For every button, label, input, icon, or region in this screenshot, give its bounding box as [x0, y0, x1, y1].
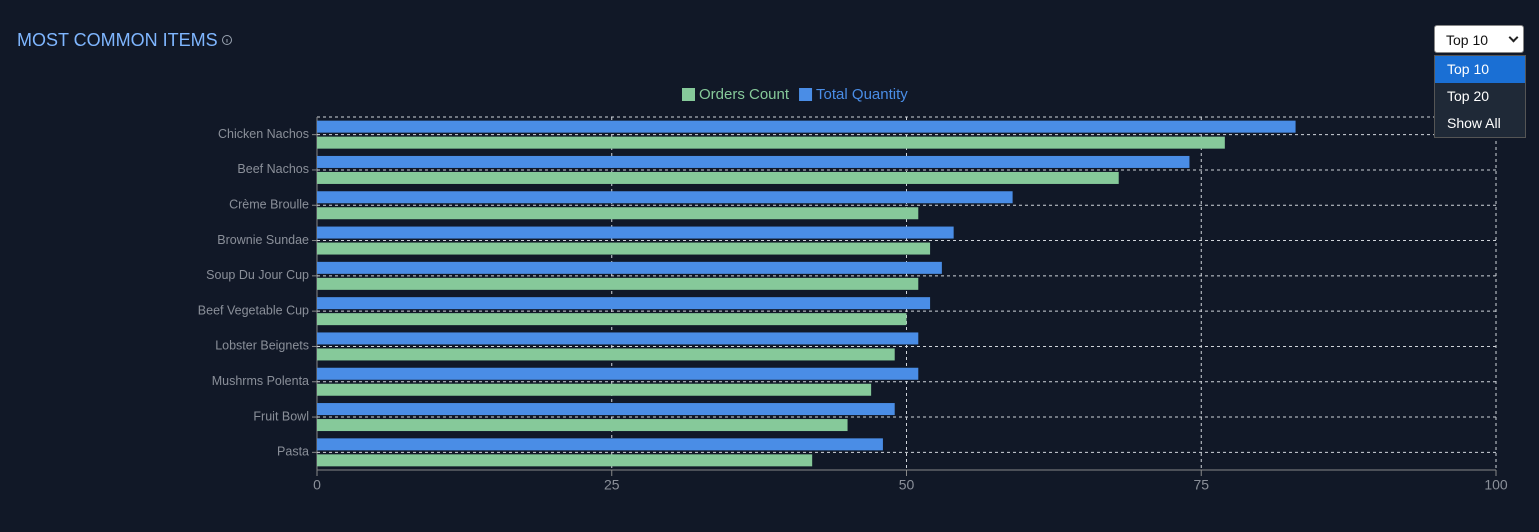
dropdown[interactable]: Top 10	[1434, 25, 1524, 53]
bar	[317, 191, 1013, 204]
bar	[317, 297, 931, 310]
x-tick-label: 0	[313, 477, 321, 493]
bar	[317, 155, 1190, 168]
x-tick-label: 50	[899, 477, 915, 493]
bar	[317, 277, 919, 290]
bar	[317, 261, 942, 274]
bar	[317, 403, 895, 416]
bar	[317, 332, 919, 345]
legend-swatch	[799, 88, 813, 101]
bar	[317, 454, 813, 467]
x-tick-label: 100	[1484, 477, 1508, 493]
dropdown-menu: Top 10 Top 20 Show All	[1434, 55, 1526, 138]
dropdown-option[interactable]: Top 20	[1447, 88, 1490, 104]
chart-title: MOST COMMON ITEMS	[17, 30, 218, 50]
dropdown-option[interactable]: Top 10	[1435, 56, 1525, 83]
bar	[317, 313, 907, 326]
bar	[317, 367, 919, 380]
bar	[317, 242, 931, 255]
bar	[317, 419, 848, 432]
y-tick-label: Pasta	[277, 445, 309, 459]
y-tick-label: Crème Broulle	[229, 198, 309, 212]
legend-swatch	[682, 88, 695, 101]
bar	[317, 120, 1296, 133]
bar	[317, 383, 872, 396]
bar	[317, 207, 919, 220]
y-tick-label: Beef Nachos	[237, 162, 309, 176]
bar	[317, 136, 1225, 149]
x-tick-label: 75	[1193, 477, 1209, 493]
y-tick-label: Brownie Sundae	[217, 233, 309, 247]
legend-label: Total Quantity	[816, 86, 908, 103]
bar	[317, 226, 954, 239]
info-icon[interactable]	[222, 35, 232, 45]
dropdown-option[interactable]: Show All	[1447, 115, 1501, 131]
y-tick-label: Beef Vegetable Cup	[198, 303, 309, 317]
bar	[317, 348, 895, 361]
y-tick-label: Soup Du Jour Cup	[206, 268, 309, 282]
y-tick-label: Chicken Nachos	[218, 127, 309, 141]
bar	[317, 171, 1119, 184]
y-tick-label: Mushrms Polenta	[212, 374, 309, 388]
y-tick-label: Lobster Beignets	[215, 339, 309, 353]
bar	[317, 438, 883, 451]
legend-label: Orders Count	[699, 86, 790, 103]
x-tick-label: 25	[604, 477, 620, 493]
y-tick-label: Fruit Bowl	[253, 409, 309, 423]
